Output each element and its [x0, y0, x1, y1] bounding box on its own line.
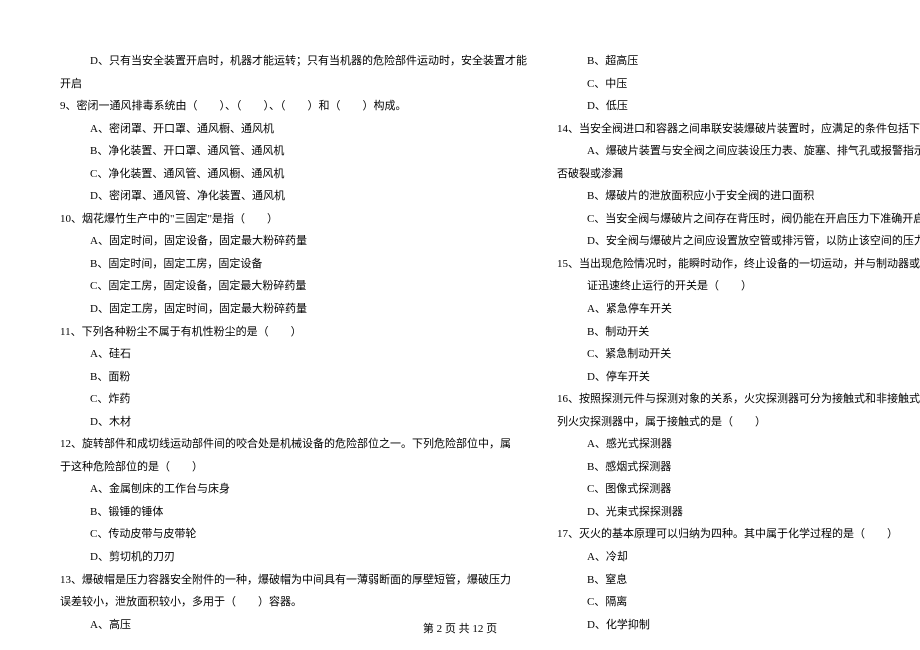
question-10-option-b: B、固定时间，固定工房，固定设备	[60, 253, 527, 276]
question-11-option-a: A、硅石	[60, 343, 527, 366]
question-10-option-a: A、固定时间，固定设备，固定最大粉碎药量	[60, 230, 527, 253]
question-12-option-c: C、传动皮带与皮带轮	[60, 523, 527, 546]
question-13-option-c: C、中压	[557, 73, 920, 96]
question-16-option-a: A、感光式探测器	[557, 433, 920, 456]
question-17-option-b: B、窒息	[557, 569, 920, 592]
question-9-option-c: C、净化装置、通风管、通风橱、通风机	[60, 163, 527, 186]
question-8-option-d-cont: 开启	[60, 73, 527, 96]
left-column: D、只有当安全装置开启时，机器才能运转；只有当机器的危险部件运动时，安全装置才能…	[60, 50, 527, 610]
question-13-option-d: D、低压	[557, 95, 920, 118]
question-15-option-a: A、紧急停车开关	[557, 298, 920, 321]
question-13: 13、爆破帽是压力容器安全附件的一种，爆破帽为中间具有一薄弱断面的厚壁短管，爆破…	[60, 569, 527, 592]
question-12: 12、旋转部件和成切线运动部件间的咬合处是机械设备的危险部位之一。下列危险部位中…	[60, 433, 527, 456]
question-14-option-a-cont: 否破裂或渗漏	[557, 163, 920, 186]
question-12-option-d: D、剪切机的刀刃	[60, 546, 527, 569]
question-15-cont: 证迅速终止运行的开关是（ ）	[557, 275, 920, 298]
question-14-option-a: A、爆破片装置与安全阀之间应装设压力表、旋塞、排气孔或报警指示器，以检查爆破片是	[557, 140, 920, 163]
two-column-layout: D、只有当安全装置开启时，机器才能运转；只有当机器的危险部件运动时，安全装置才能…	[60, 50, 860, 610]
question-11: 11、下列各种粉尘不属于有机性粉尘的是（ ）	[60, 321, 527, 344]
question-9: 9、密闭一通风排毒系统由（ ）、（ ）、（ ）和（ ）构成。	[60, 95, 527, 118]
question-12-option-a: A、金属刨床的工作台与床身	[60, 478, 527, 501]
question-11-option-c: C、炸药	[60, 388, 527, 411]
question-9-option-d: D、密闭罩、通风管、净化装置、通风机	[60, 185, 527, 208]
question-16-option-b: B、感烟式探测器	[557, 456, 920, 479]
question-16: 16、按照探测元件与探测对象的关系，火灾探测器可分为接触式和非接触式两种基本类型…	[557, 388, 920, 411]
question-8-option-d: D、只有当安全装置开启时，机器才能运转；只有当机器的危险部件运动时，安全装置才能	[60, 50, 527, 73]
question-17-option-c: C、隔离	[557, 591, 920, 614]
question-10: 10、烟花爆竹生产中的"三固定"是指（ ）	[60, 208, 527, 231]
question-16-option-d: D、光束式探探测器	[557, 501, 920, 524]
question-16-cont: 列火灾探测器中，属于接触式的是（ ）	[557, 411, 920, 434]
right-column: B、超高压 C、中压 D、低压 14、当安全阀进口和容器之间串联安装爆破片装置时…	[557, 50, 920, 610]
question-10-option-c: C、固定工房，固定设备，固定最大粉碎药量	[60, 275, 527, 298]
question-15-option-d: D、停车开关	[557, 366, 920, 389]
question-17: 17、灭火的基本原理可以归纳为四种。其中属于化学过程的是（ ）	[557, 523, 920, 546]
question-14: 14、当安全阀进口和容器之间串联安装爆破片装置时，应满足的条件包括下列中的（ ）	[557, 118, 920, 141]
question-15-option-c: C、紧急制动开关	[557, 343, 920, 366]
page-footer: 第 2 页 共 12 页	[0, 620, 920, 636]
question-13-option-b: B、超高压	[557, 50, 920, 73]
question-11-option-b: B、面粉	[60, 366, 527, 389]
question-13-cont: 误差较小，泄放面积较小，多用于（ ）容器。	[60, 591, 527, 614]
question-15: 15、当出现危险情况时，能瞬时动作，终止设备的一切运动，并与制动器或离合器连锁，…	[557, 253, 920, 276]
question-10-option-d: D、固定工房，固定时间，固定最大粉碎药量	[60, 298, 527, 321]
question-17-option-a: A、冷却	[557, 546, 920, 569]
question-9-option-b: B、净化装置、开口罩、通风管、通风机	[60, 140, 527, 163]
question-16-option-c: C、图像式探测器	[557, 478, 920, 501]
question-9-option-a: A、密闭罩、开口罩、通风橱、通风机	[60, 118, 527, 141]
question-14-option-d: D、安全阀与爆破片之间应设置放空管或排污管，以防止该空间的压力累积	[557, 230, 920, 253]
question-15-option-b: B、制动开关	[557, 321, 920, 344]
question-12-cont: 于这种危险部位的是（ ）	[60, 456, 527, 479]
question-14-option-c: C、当安全阀与爆破片之间存在背压时，阀仍能在开启压力下准确开启	[557, 208, 920, 231]
question-12-option-b: B、锻锤的锤体	[60, 501, 527, 524]
question-14-option-b: B、爆破片的泄放面积应小于安全阀的进口面积	[557, 185, 920, 208]
question-11-option-d: D、木材	[60, 411, 527, 434]
